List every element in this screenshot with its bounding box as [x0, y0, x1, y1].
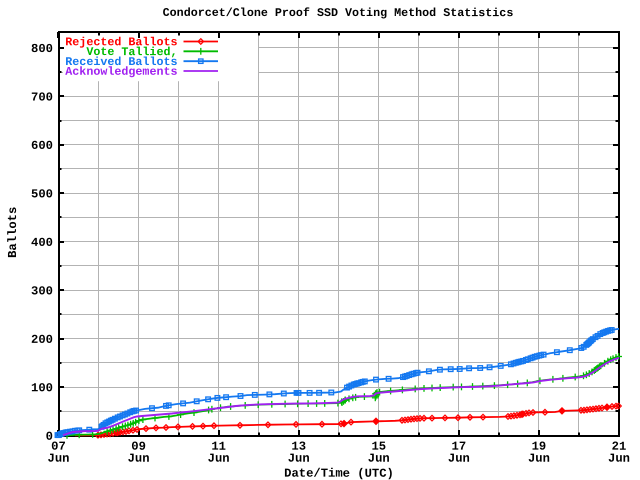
svg-text:15: 15: [371, 440, 386, 454]
svg-text:Jun: Jun: [448, 452, 470, 466]
svg-text:Jun: Jun: [48, 452, 70, 466]
svg-text:Jun: Jun: [368, 452, 390, 466]
svg-text:Jun: Jun: [208, 452, 230, 466]
svg-text:07: 07: [51, 440, 66, 454]
svg-text:17: 17: [452, 440, 467, 454]
svg-text:Ballots: Ballots: [6, 207, 20, 258]
svg-text:19: 19: [532, 440, 547, 454]
svg-text:100: 100: [31, 381, 53, 395]
svg-text:Rejected Ballots: Rejected Ballots: [65, 35, 177, 49]
svg-text:600: 600: [31, 139, 53, 153]
svg-text:Acknowledgements: Acknowledgements: [65, 65, 177, 79]
svg-text:Jun: Jun: [608, 452, 630, 466]
svg-text:Received Ballots: Received Ballots: [65, 55, 177, 69]
svg-text:500: 500: [31, 187, 53, 201]
svg-text:13: 13: [291, 440, 306, 454]
svg-text:300: 300: [31, 284, 53, 298]
svg-text:Date/Time (UTC): Date/Time (UTC): [284, 467, 394, 480]
svg-text:21: 21: [612, 440, 627, 454]
svg-text:Jun: Jun: [128, 452, 150, 466]
svg-text:400: 400: [31, 236, 53, 250]
svg-text:09: 09: [131, 440, 146, 454]
svg-text:Condorcet/Clone Proof SSD Voti: Condorcet/Clone Proof SSD Voting Method …: [163, 6, 514, 20]
svg-text:700: 700: [31, 90, 53, 104]
svg-text:11: 11: [211, 440, 226, 454]
svg-text:200: 200: [31, 333, 53, 347]
svg-text:Vote Tallied,: Vote Tallied,: [86, 45, 177, 59]
svg-text:Jun: Jun: [288, 452, 310, 466]
svg-text:0: 0: [46, 430, 53, 444]
svg-text:800: 800: [31, 42, 53, 56]
svg-text:Jun: Jun: [528, 452, 550, 466]
